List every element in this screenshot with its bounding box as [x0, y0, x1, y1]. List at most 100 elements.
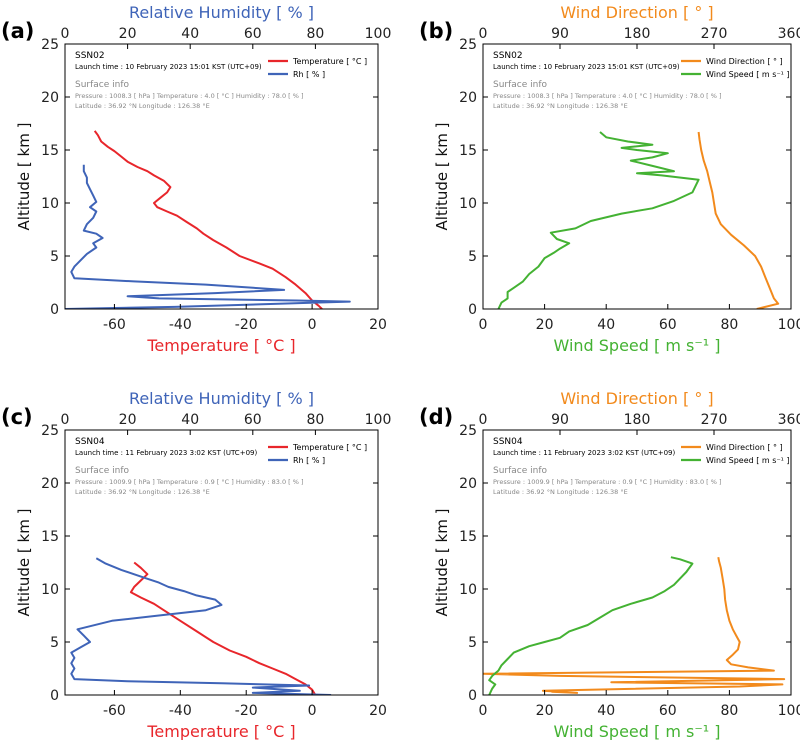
y-tick-label: 25	[459, 37, 477, 53]
y-tick-label: 15	[41, 143, 59, 159]
series-line-2	[488, 556, 694, 695]
legend-label: Wind Direction [ ° ]	[706, 443, 783, 452]
y-axis-title: Altitude [ km ]	[433, 509, 451, 617]
bottom-tick-label: 60	[659, 703, 677, 719]
legend-label: Temperature [ °C ]	[292, 57, 367, 66]
top-tick-label: 0	[479, 26, 488, 42]
launch-time: Launch time : 11 February 2023 3:02 KST …	[493, 449, 675, 457]
bottom-tick-label: -20	[235, 703, 258, 719]
top-tick-label: 270	[701, 26, 728, 42]
bottom-tick-label: -40	[169, 703, 192, 719]
surface-info-line2: Latitude : 36.92 °N Longitude : 126.38 °…	[75, 102, 210, 110]
bottom-axis-title: Temperature [ °C ]	[146, 336, 295, 355]
top-tick-label: 80	[306, 26, 324, 42]
top-tick-label: 80	[306, 412, 324, 428]
panel-label: (c)	[1, 405, 33, 429]
bottom-tick-label: 20	[536, 703, 554, 719]
surface-info-line2: Latitude : 36.92 °N Longitude : 126.38 °…	[493, 488, 628, 496]
surface-info-title: Surface info	[75, 466, 130, 476]
bottom-tick-label: 100	[778, 703, 800, 719]
series-line-1	[129, 561, 317, 695]
top-tick-label: 40	[181, 412, 199, 428]
top-tick-label: 60	[244, 26, 262, 42]
bottom-tick-label: 20	[369, 317, 387, 333]
surface-info-title: Surface info	[493, 80, 548, 90]
y-tick-label: 0	[50, 302, 59, 318]
plot-frame	[64, 429, 379, 696]
bottom-tick-label: 20	[536, 317, 554, 333]
top-tick-label: 0	[479, 412, 488, 428]
launch-time: Launch time : 11 February 2023 3:02 KST …	[75, 449, 257, 457]
surface-info-line1: Pressure : 1008.3 [ hPa ] Temperature : …	[493, 92, 722, 100]
legend-label: Wind Speed [ m s⁻¹ ]	[706, 70, 790, 79]
bottom-tick-label: -20	[235, 317, 258, 333]
panel-label: (a)	[1, 19, 34, 43]
y-tick-label: 5	[50, 249, 59, 265]
legend-label: Wind Speed [ m s⁻¹ ]	[706, 456, 790, 465]
y-tick-label: 15	[41, 529, 59, 545]
y-tick-label: 10	[41, 196, 59, 212]
top-tick-label: 0	[61, 412, 70, 428]
bottom-tick-label: 0	[479, 317, 488, 333]
legend-label: Temperature [ °C ]	[292, 443, 367, 452]
legend-label: Rh [ % ]	[293, 456, 325, 465]
surface-info-title: Surface info	[75, 80, 130, 90]
series-line-2	[497, 131, 700, 309]
bottom-tick-label: 0	[308, 317, 317, 333]
bottom-tick-label: -60	[103, 703, 126, 719]
surface-info-line1: Pressure : 1008.3 [ hPa ] Temperature : …	[75, 92, 304, 100]
y-tick-label: 5	[468, 249, 477, 265]
top-tick-label: 270	[701, 412, 728, 428]
series-line-2	[65, 164, 351, 309]
y-axis-title: Altitude [ km ]	[433, 123, 451, 231]
top-axis-title: Relative Humidity [ % ]	[129, 389, 314, 408]
surface-info-line1: Pressure : 1009.9 [ hPa ] Temperature : …	[493, 478, 722, 486]
surface-info-line2: Latitude : 36.92 °N Longitude : 126.38 °…	[493, 102, 628, 110]
y-tick-label: 5	[468, 635, 477, 651]
panel-c: 0 5 10 15 20 25 -60 -40 -20 0 20 0 20 40 60 80 100 Relati…	[1, 389, 391, 740]
top-tick-label: 360	[778, 26, 800, 42]
bottom-axis-title: Temperature [ °C ]	[146, 722, 295, 740]
bottom-tick-label: 80	[720, 703, 738, 719]
panel-a: 0 5 10 15 20 25 -60 -40 -20 0 20 0 20 40 60 80 100 Relati…	[1, 3, 391, 355]
bottom-tick-label: -40	[169, 317, 192, 333]
top-tick-label: 20	[119, 26, 137, 42]
y-tick-label: 25	[41, 423, 59, 439]
top-tick-label: 90	[551, 412, 569, 428]
bottom-tick-label: 40	[597, 703, 615, 719]
y-tick-label: 10	[459, 196, 477, 212]
y-axis-title: Altitude [ km ]	[15, 509, 33, 617]
bottom-tick-label: 20	[369, 703, 387, 719]
top-tick-label: 20	[119, 412, 137, 428]
top-tick-label: 90	[551, 26, 569, 42]
panel-label: (b)	[419, 19, 453, 43]
station-name: SSN04	[75, 437, 105, 447]
launch-time: Launch time : 10 February 2023 15:01 KST…	[493, 63, 680, 71]
y-tick-label: 0	[468, 688, 477, 704]
surface-info-title: Surface info	[493, 466, 548, 476]
station-name: SSN02	[493, 51, 523, 61]
y-tick-label: 15	[459, 143, 477, 159]
bottom-tick-label: 0	[479, 703, 488, 719]
surface-info-line2: Latitude : 36.92 °N Longitude : 126.38 °…	[75, 488, 210, 496]
station-name: SSN02	[75, 51, 105, 61]
surface-info-line1: Pressure : 1009.9 [ hPa ] Temperature : …	[75, 478, 304, 486]
legend-label: Wind Direction [ ° ]	[706, 57, 783, 66]
series-line-1	[697, 131, 780, 309]
series-line-1	[93, 130, 323, 309]
top-tick-label: 180	[624, 26, 651, 42]
y-tick-label: 0	[50, 688, 59, 704]
series-line-2	[70, 557, 332, 695]
legend-label: Rh [ % ]	[293, 70, 325, 79]
y-tick-label: 25	[41, 37, 59, 53]
y-axis-title: Altitude [ km ]	[15, 123, 33, 231]
y-tick-label: 15	[459, 529, 477, 545]
top-tick-label: 40	[181, 26, 199, 42]
top-axis-title: Relative Humidity [ % ]	[129, 3, 314, 22]
bottom-tick-label: 80	[720, 317, 738, 333]
bottom-axis-title: Wind Speed [ m s⁻¹ ]	[553, 722, 720, 740]
bottom-tick-label: 40	[597, 317, 615, 333]
